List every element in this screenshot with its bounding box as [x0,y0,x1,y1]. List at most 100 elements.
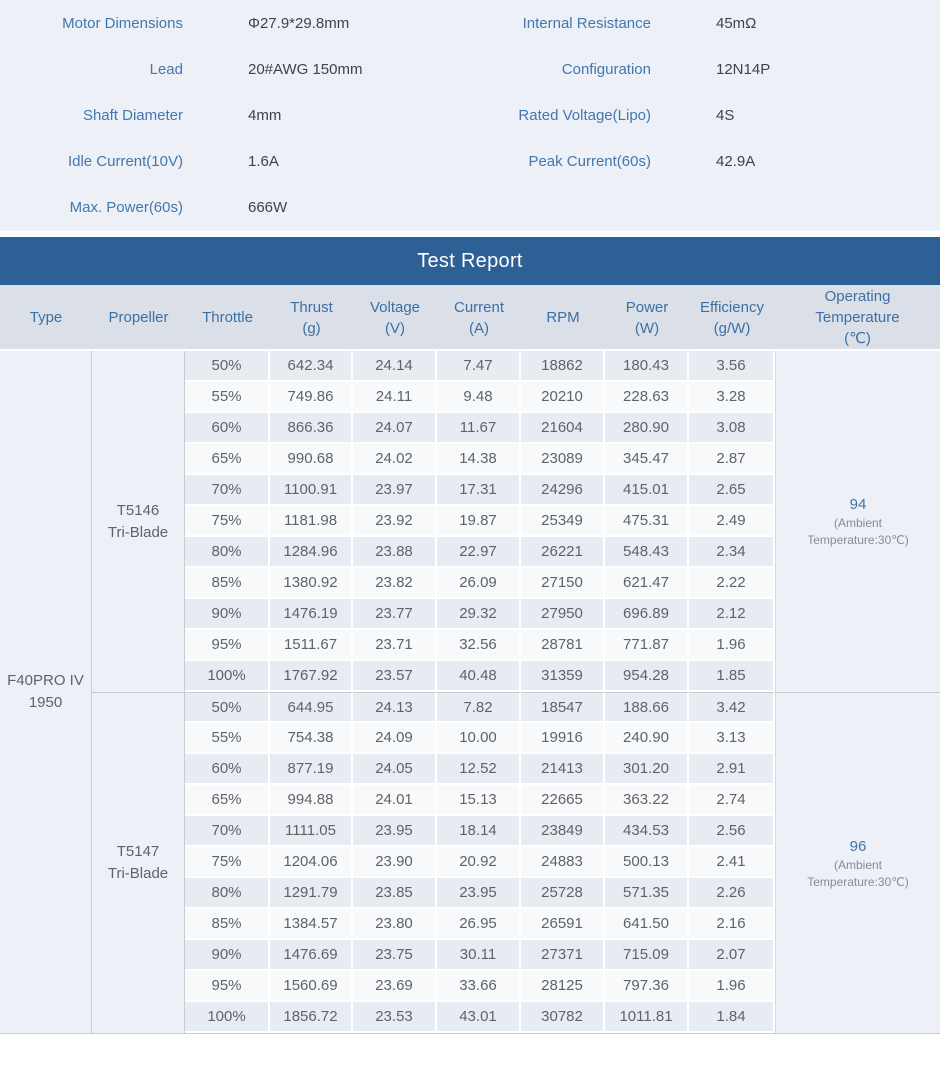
data-cell: 3.42 [689,692,775,723]
data-cell: 1476.69 [270,940,353,971]
data-cell: 180.43 [605,351,689,382]
data-cell: 642.34 [270,351,353,382]
temperature-note: (Ambient [833,857,883,872]
data-cell: 30782 [521,1002,605,1033]
data-cell: 548.43 [605,537,689,568]
spec-value: 42.9A [716,152,756,170]
spec-label: Max. Power(60s) [69,198,183,216]
data-cell: 43.01 [437,1002,521,1033]
column-header: Current (A) [437,285,521,351]
data-cell: 24.01 [353,785,437,816]
spec-value: 1.6A [248,152,279,170]
throttle-cell: 65% [185,785,270,816]
spec-label: Internal Resistance [522,14,651,32]
data-cell: 23.57 [353,661,437,692]
data-cell: 23849 [521,816,605,847]
throttle-cell: 75% [185,847,270,878]
header-line: (g) [302,319,321,337]
data-cell: 3.28 [689,382,775,413]
throttle-cell: 90% [185,940,270,971]
data-cell: 29.32 [437,599,521,630]
table-header-row: Type Propeller Throttle Thrust (g) Voltage (V)… [0,285,940,351]
temperature-note: (Ambient [833,516,883,530]
column-header: Voltage (V) [353,285,437,351]
data-cell: 621.47 [605,568,689,599]
data-cell: 771.87 [605,630,689,661]
data-cell: 3.08 [689,413,775,444]
data-cell: 28781 [521,630,605,661]
data-cell: 17.31 [437,475,521,506]
data-cell: 696.89 [605,599,689,630]
data-cell: 9.48 [437,382,521,413]
data-cell: 1856.72 [270,1002,353,1033]
data-cell: 23.95 [437,878,521,909]
header-line: Voltage [369,298,421,316]
data-cell: 954.28 [605,661,689,692]
data-cell: 30.11 [437,940,521,971]
data-cell: 301.20 [605,754,689,785]
data-cell: 24.05 [353,754,437,785]
data-cell: 20.92 [437,847,521,878]
propeller-cell: T5147 Tri-Blade [92,692,185,1033]
data-cell: 25349 [521,506,605,537]
spec-label: Configuration [561,60,651,78]
data-cell: 24.13 [353,692,437,723]
header-line: RPM [546,309,580,326]
data-cell: 363.22 [605,785,689,816]
data-cell: 1111.05 [270,816,353,847]
table-row: 80% 1291.79 23.85 23.95 25728 571.35 2.26 [0,878,940,909]
data-cell: 1100.91 [270,475,353,506]
table-row: 75% 1181.98 23.92 19.87 25349 475.31 2.49 [0,506,940,537]
throttle-cell: 55% [185,382,270,413]
propeller-line: Tri-Blade [107,523,169,541]
throttle-cell: 50% [185,351,270,382]
throttle-cell: 55% [185,723,270,754]
header-line: Temperature [815,309,900,326]
data-cell: 18862 [521,351,605,382]
data-cell: 26221 [521,537,605,568]
data-cell: 3.13 [689,723,775,754]
throttle-cell: 80% [185,878,270,909]
data-cell: 27950 [521,599,605,630]
data-cell: 240.90 [605,723,689,754]
table-row: 95% 1560.69 23.69 33.66 28125 797.36 1.96 [0,971,940,1002]
throttle-cell: 85% [185,568,270,599]
table-row: 75% 1204.06 23.90 20.92 24883 500.13 2.41 [0,847,940,878]
table-row: 100% 1767.92 23.57 40.48 31359 954.28 1.85 [0,661,940,692]
column-header: Efficiency (g/W) [689,285,775,351]
data-cell: 1284.96 [270,537,353,568]
column-header: Throttle [185,285,270,351]
data-cell: 23.82 [353,568,437,599]
data-cell: 23.95 [353,816,437,847]
table-row: 55% 749.86 24.11 9.48 20210 228.63 3.28 [0,382,940,413]
data-cell: 715.09 [605,940,689,971]
data-cell: 27150 [521,568,605,599]
data-cell: 754.38 [270,723,353,754]
data-cell: 877.19 [270,754,353,785]
data-cell: 994.88 [270,785,353,816]
data-cell: 40.48 [437,661,521,692]
data-cell: 2.16 [689,909,775,940]
data-cell: 24.11 [353,382,437,413]
data-cell: 23.69 [353,971,437,1002]
data-cell: 26.95 [437,909,521,940]
temperature-cell: 96 (Ambient Temperature:30℃) [775,692,940,1033]
throttle-cell: 95% [185,971,270,1002]
data-cell: 25728 [521,878,605,909]
table-row: 95% 1511.67 23.71 32.56 28781 771.87 1.96 [0,630,940,661]
data-cell: 1767.92 [270,661,353,692]
data-cell: 22.97 [437,537,521,568]
data-cell: 2.22 [689,568,775,599]
data-cell: 14.38 [437,444,521,475]
data-cell: 3.56 [689,351,775,382]
data-cell: 1384.57 [270,909,353,940]
data-cell: 1.96 [689,971,775,1002]
data-cell: 31359 [521,661,605,692]
throttle-cell: 75% [185,506,270,537]
data-cell: 23.97 [353,475,437,506]
spec-value: 20#AWG 150mm [248,60,363,78]
spec-label: Peak Current(60s) [528,152,651,170]
data-cell: 11.67 [437,413,521,444]
data-cell: 1476.19 [270,599,353,630]
column-header: Type [0,285,92,351]
